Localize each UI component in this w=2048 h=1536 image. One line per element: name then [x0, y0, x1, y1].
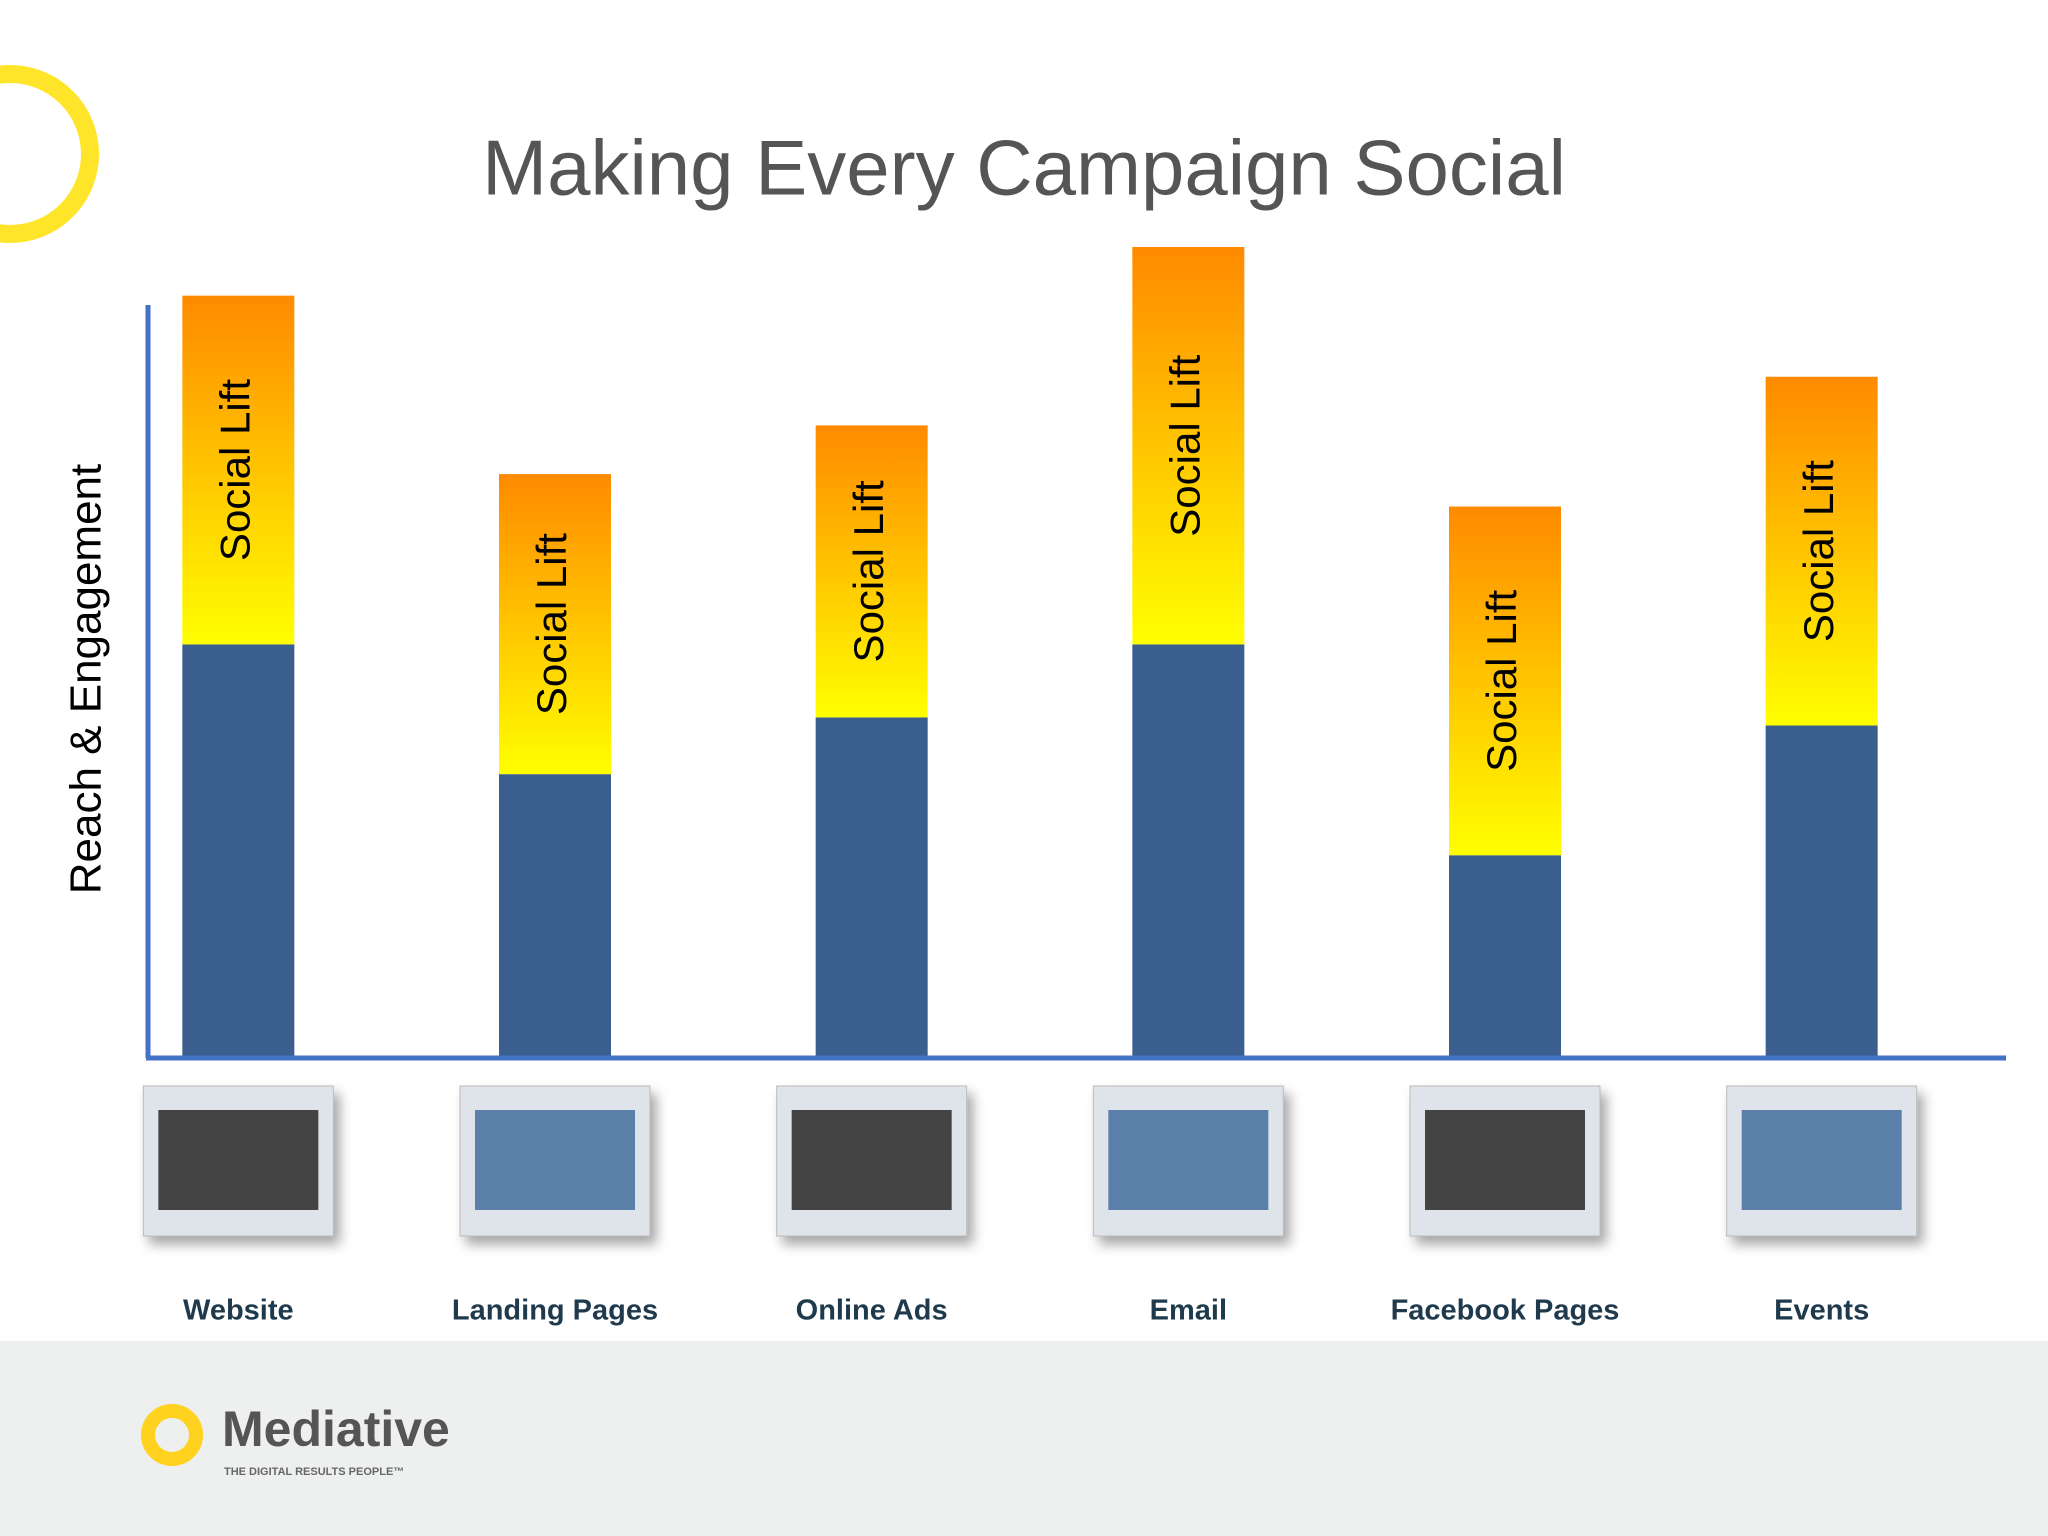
thumbnail-content — [1108, 1110, 1269, 1210]
x-tick-label: Facebook Pages — [1391, 1295, 1620, 1327]
bar-segment — [499, 474, 611, 775]
bar-segment — [499, 774, 611, 1058]
x-tick-label: Email — [1150, 1295, 1227, 1327]
chart-title: Making Every Campaign Social — [482, 124, 1566, 212]
bar-segment — [815, 717, 928, 1058]
decor-ring — [0, 65, 99, 243]
logo-tagline: THE DIGITAL RESULTS PEOPLE™ — [224, 1466, 404, 1478]
y-axis-label: Reach & Engagement — [62, 464, 111, 895]
segment-label: Social Lift — [1478, 590, 1525, 772]
x-tick-label: Website — [183, 1295, 294, 1327]
bar-segment — [182, 295, 295, 645]
segment-label: Social Lift — [211, 379, 258, 561]
segment-label: Social Lift — [845, 480, 892, 662]
logo-mark — [141, 1404, 203, 1466]
thumbnail-content — [791, 1110, 952, 1210]
bar-segment — [1132, 247, 1245, 645]
logo-text: Mediative — [222, 1401, 450, 1457]
thumbnail-content — [1741, 1110, 1902, 1210]
bar-segment — [182, 644, 295, 1058]
x-tick-label: Landing Pages — [452, 1295, 658, 1327]
bar-segment — [1449, 855, 1561, 1058]
bar-segment — [815, 425, 928, 718]
segment-label: Social Lift — [1161, 354, 1208, 536]
bar-segment — [1765, 376, 1878, 726]
bar-segment — [1765, 725, 1878, 1058]
bar-segment — [1449, 506, 1561, 856]
x-tick-label: Online Ads — [796, 1295, 948, 1327]
footer-band — [0, 1341, 2048, 1536]
bar-segment — [1132, 644, 1245, 1058]
x-tick-label: Events — [1774, 1295, 1869, 1327]
thumbnail-content — [1425, 1110, 1585, 1210]
segment-label: Social Lift — [1795, 460, 1842, 642]
segment-label: Social Lift — [528, 533, 575, 715]
thumbnail-content — [158, 1110, 319, 1210]
thumbnail-content — [475, 1110, 635, 1210]
